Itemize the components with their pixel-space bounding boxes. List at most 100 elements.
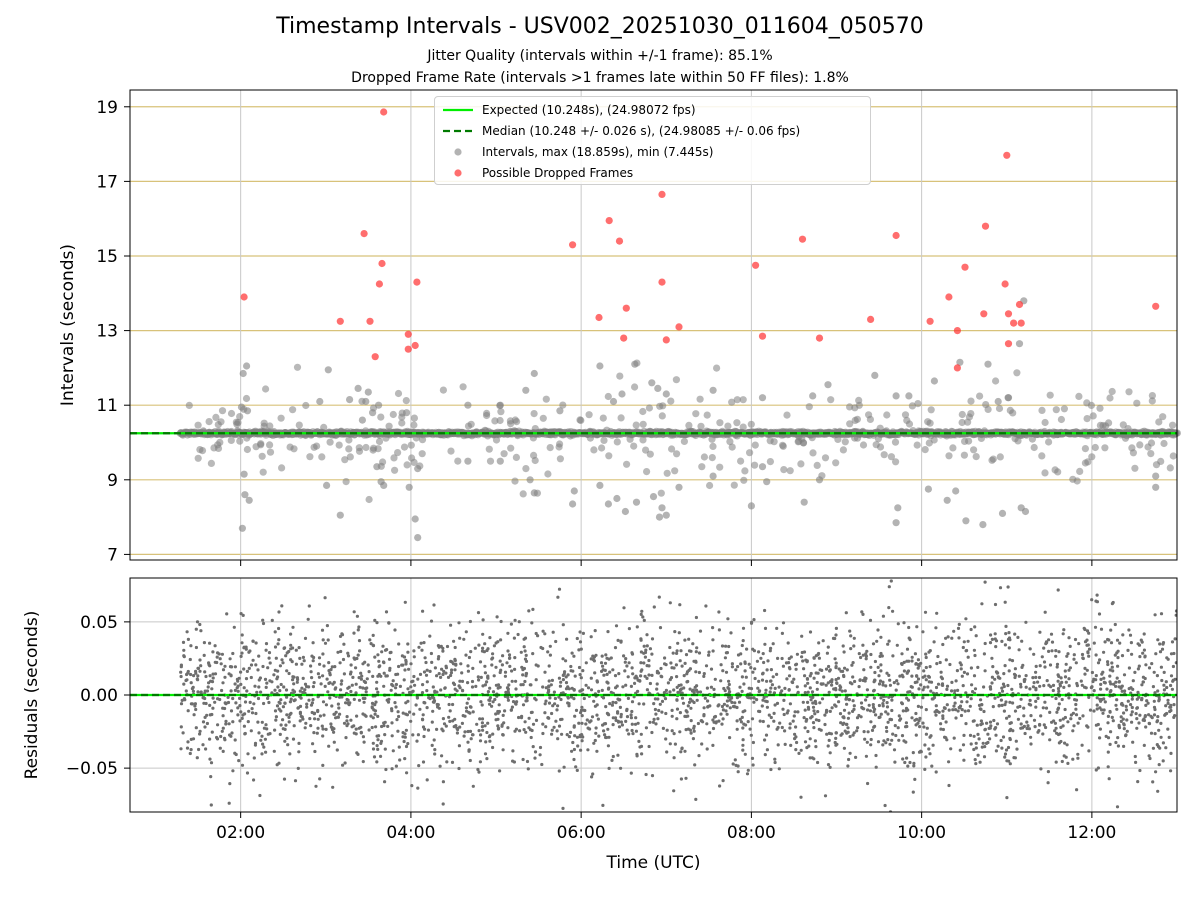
dropped-frame-point: [961, 263, 969, 271]
residual-point: [794, 725, 798, 729]
residual-point: [1173, 714, 1177, 718]
residual-point: [960, 674, 964, 678]
residual-point: [763, 753, 767, 757]
residual-point: [978, 760, 982, 764]
residual-point: [848, 751, 852, 755]
residual-point: [371, 747, 376, 751]
residual-point: [639, 674, 643, 678]
residual-point: [1054, 654, 1058, 658]
residual-point: [1103, 700, 1107, 704]
interval-point: [345, 436, 353, 444]
dropped-frame-point: [1003, 151, 1011, 159]
residual-point: [496, 711, 500, 715]
residual-point: [889, 718, 894, 722]
residual-point: [862, 668, 866, 672]
residual-point: [316, 717, 320, 721]
residual-point: [449, 623, 453, 627]
residual-point: [514, 687, 518, 691]
residual-point: [1033, 725, 1037, 729]
residual-point: [236, 689, 240, 693]
residual-point: [240, 716, 244, 721]
residual-point: [1002, 709, 1007, 713]
residual-point: [517, 715, 521, 720]
residual-point: [481, 618, 485, 622]
residual-point: [1067, 677, 1071, 681]
residual-point: [534, 698, 538, 702]
residual-point: [1013, 709, 1018, 713]
interval-point: [418, 450, 426, 458]
interval-outlier-point: [892, 519, 900, 527]
residual-point: [680, 746, 684, 750]
residual-point: [1127, 666, 1131, 670]
residual-point: [767, 713, 771, 717]
interval-point: [345, 445, 353, 453]
interval-point: [507, 444, 515, 452]
residual-point: [1110, 661, 1114, 665]
residual-point: [840, 732, 844, 736]
residual-point: [1112, 682, 1116, 686]
interval-point: [412, 434, 420, 442]
residual-point: [962, 640, 966, 644]
interval-outlier-point: [316, 397, 324, 406]
interval-outlier-point: [369, 409, 377, 417]
residual-point: [285, 669, 289, 673]
residual-point: [838, 712, 843, 716]
interval-point: [598, 444, 606, 452]
interval-point: [642, 446, 650, 454]
residual-point: [928, 665, 932, 669]
residual-point: [1050, 649, 1054, 653]
residual-point: [851, 699, 855, 703]
interval-point: [970, 446, 978, 454]
residual-point: [491, 745, 495, 750]
residual-point: [544, 699, 548, 703]
residual-point: [260, 720, 264, 724]
residual-point: [352, 610, 356, 614]
residual-point: [367, 670, 371, 674]
residual-point: [233, 682, 237, 686]
residual-point: [1142, 717, 1146, 721]
residual-point: [1123, 689, 1127, 693]
residual-point: [741, 639, 745, 643]
dropped-frame-point: [1004, 340, 1013, 348]
residual-point: [802, 716, 806, 720]
residual-point: [961, 645, 965, 650]
residual-point: [299, 696, 303, 700]
residual-point: [327, 669, 331, 673]
residual-point: [274, 718, 278, 722]
residual-point: [769, 679, 773, 683]
residual-point: [204, 674, 208, 679]
interval-outlier-point: [569, 500, 577, 508]
residual-point: [558, 684, 563, 688]
residual-point: [910, 716, 914, 720]
residual-point: [578, 630, 582, 634]
residual-point: [806, 729, 810, 734]
residual-point: [974, 741, 978, 745]
interval-point: [891, 438, 900, 446]
residual-point: [804, 719, 808, 723]
residual-point: [1047, 638, 1051, 642]
residual-point: [890, 708, 894, 713]
interval-point: [302, 401, 310, 410]
interval-point: [1013, 369, 1021, 377]
residual-point: [760, 678, 765, 682]
residual-point: [741, 626, 746, 630]
residual-point: [679, 750, 683, 754]
residual-point: [1028, 698, 1032, 703]
residual-point: [466, 681, 470, 685]
residual-point: [181, 731, 185, 735]
residual-point: [1116, 744, 1120, 748]
intervals-series: [130, 108, 1181, 542]
residual-point: [914, 723, 918, 727]
residual-point: [455, 731, 459, 735]
interval-point: [1160, 439, 1168, 448]
residual-point: [993, 632, 997, 636]
residual-point: [912, 764, 916, 768]
interval-point: [883, 411, 891, 419]
residual-point: [439, 675, 443, 680]
y-tick-label: 17: [96, 172, 118, 192]
residual-point: [357, 639, 362, 643]
residual-point: [1133, 754, 1137, 759]
residual-point: [210, 680, 215, 684]
residual-point: [1107, 777, 1111, 781]
residual-point: [379, 674, 383, 678]
